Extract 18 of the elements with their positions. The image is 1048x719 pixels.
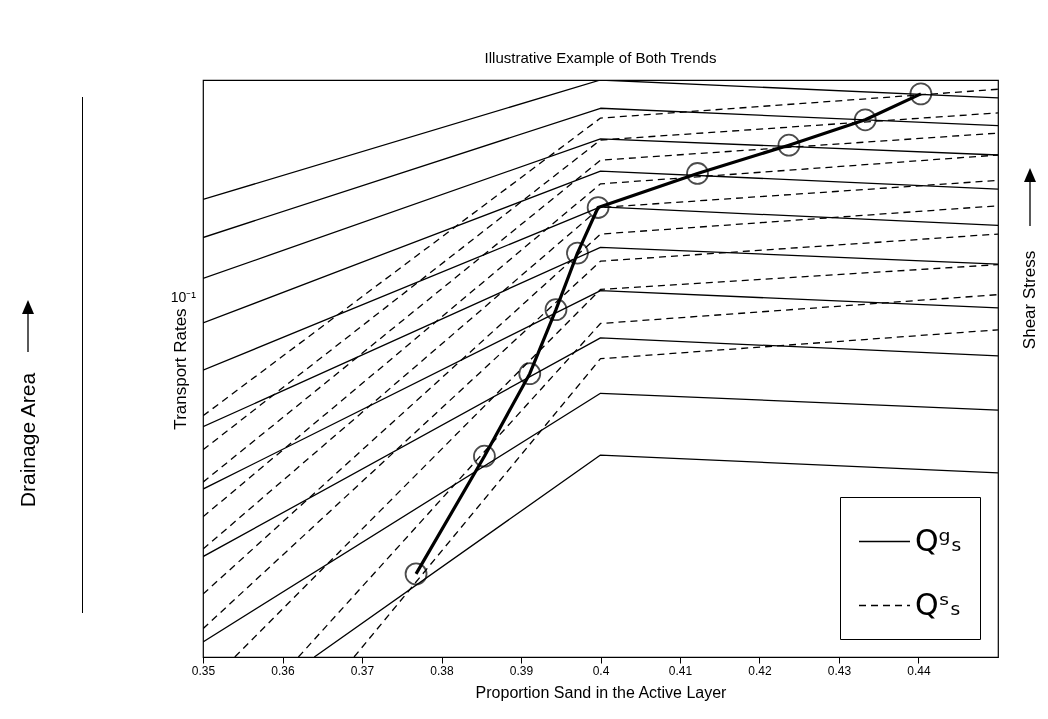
x-tick-label: 0.41 [668, 663, 693, 678]
x-tick-label: 0.37 [350, 663, 375, 678]
x-tick-label: 0.43 [827, 663, 852, 678]
x-tick-label: 0.42 [748, 663, 772, 678]
y-axis-title: Transport Rates [170, 308, 190, 430]
x-tick-label: 0.4 [592, 663, 610, 678]
legend-label: Qˢₛ [915, 586, 961, 622]
text: Shear Stress [1020, 250, 1041, 350]
text: Drainage Area [16, 372, 41, 508]
text: 10⁻¹ [170, 288, 196, 306]
x-tick-label: 0.39 [509, 663, 534, 678]
x-tick-label: 0.38 [430, 663, 454, 678]
legend-label: Qᵍₛ [915, 522, 962, 558]
x-tick-label: 0.36 [271, 663, 295, 678]
chart-title: Illustrative Example of Both Trends [484, 49, 717, 66]
x-axis-title: Proportion Sand in the Active Layer [475, 683, 728, 701]
x-tick-label: 0.44 [907, 663, 931, 678]
x-tick-label: 0.35 [191, 663, 216, 678]
